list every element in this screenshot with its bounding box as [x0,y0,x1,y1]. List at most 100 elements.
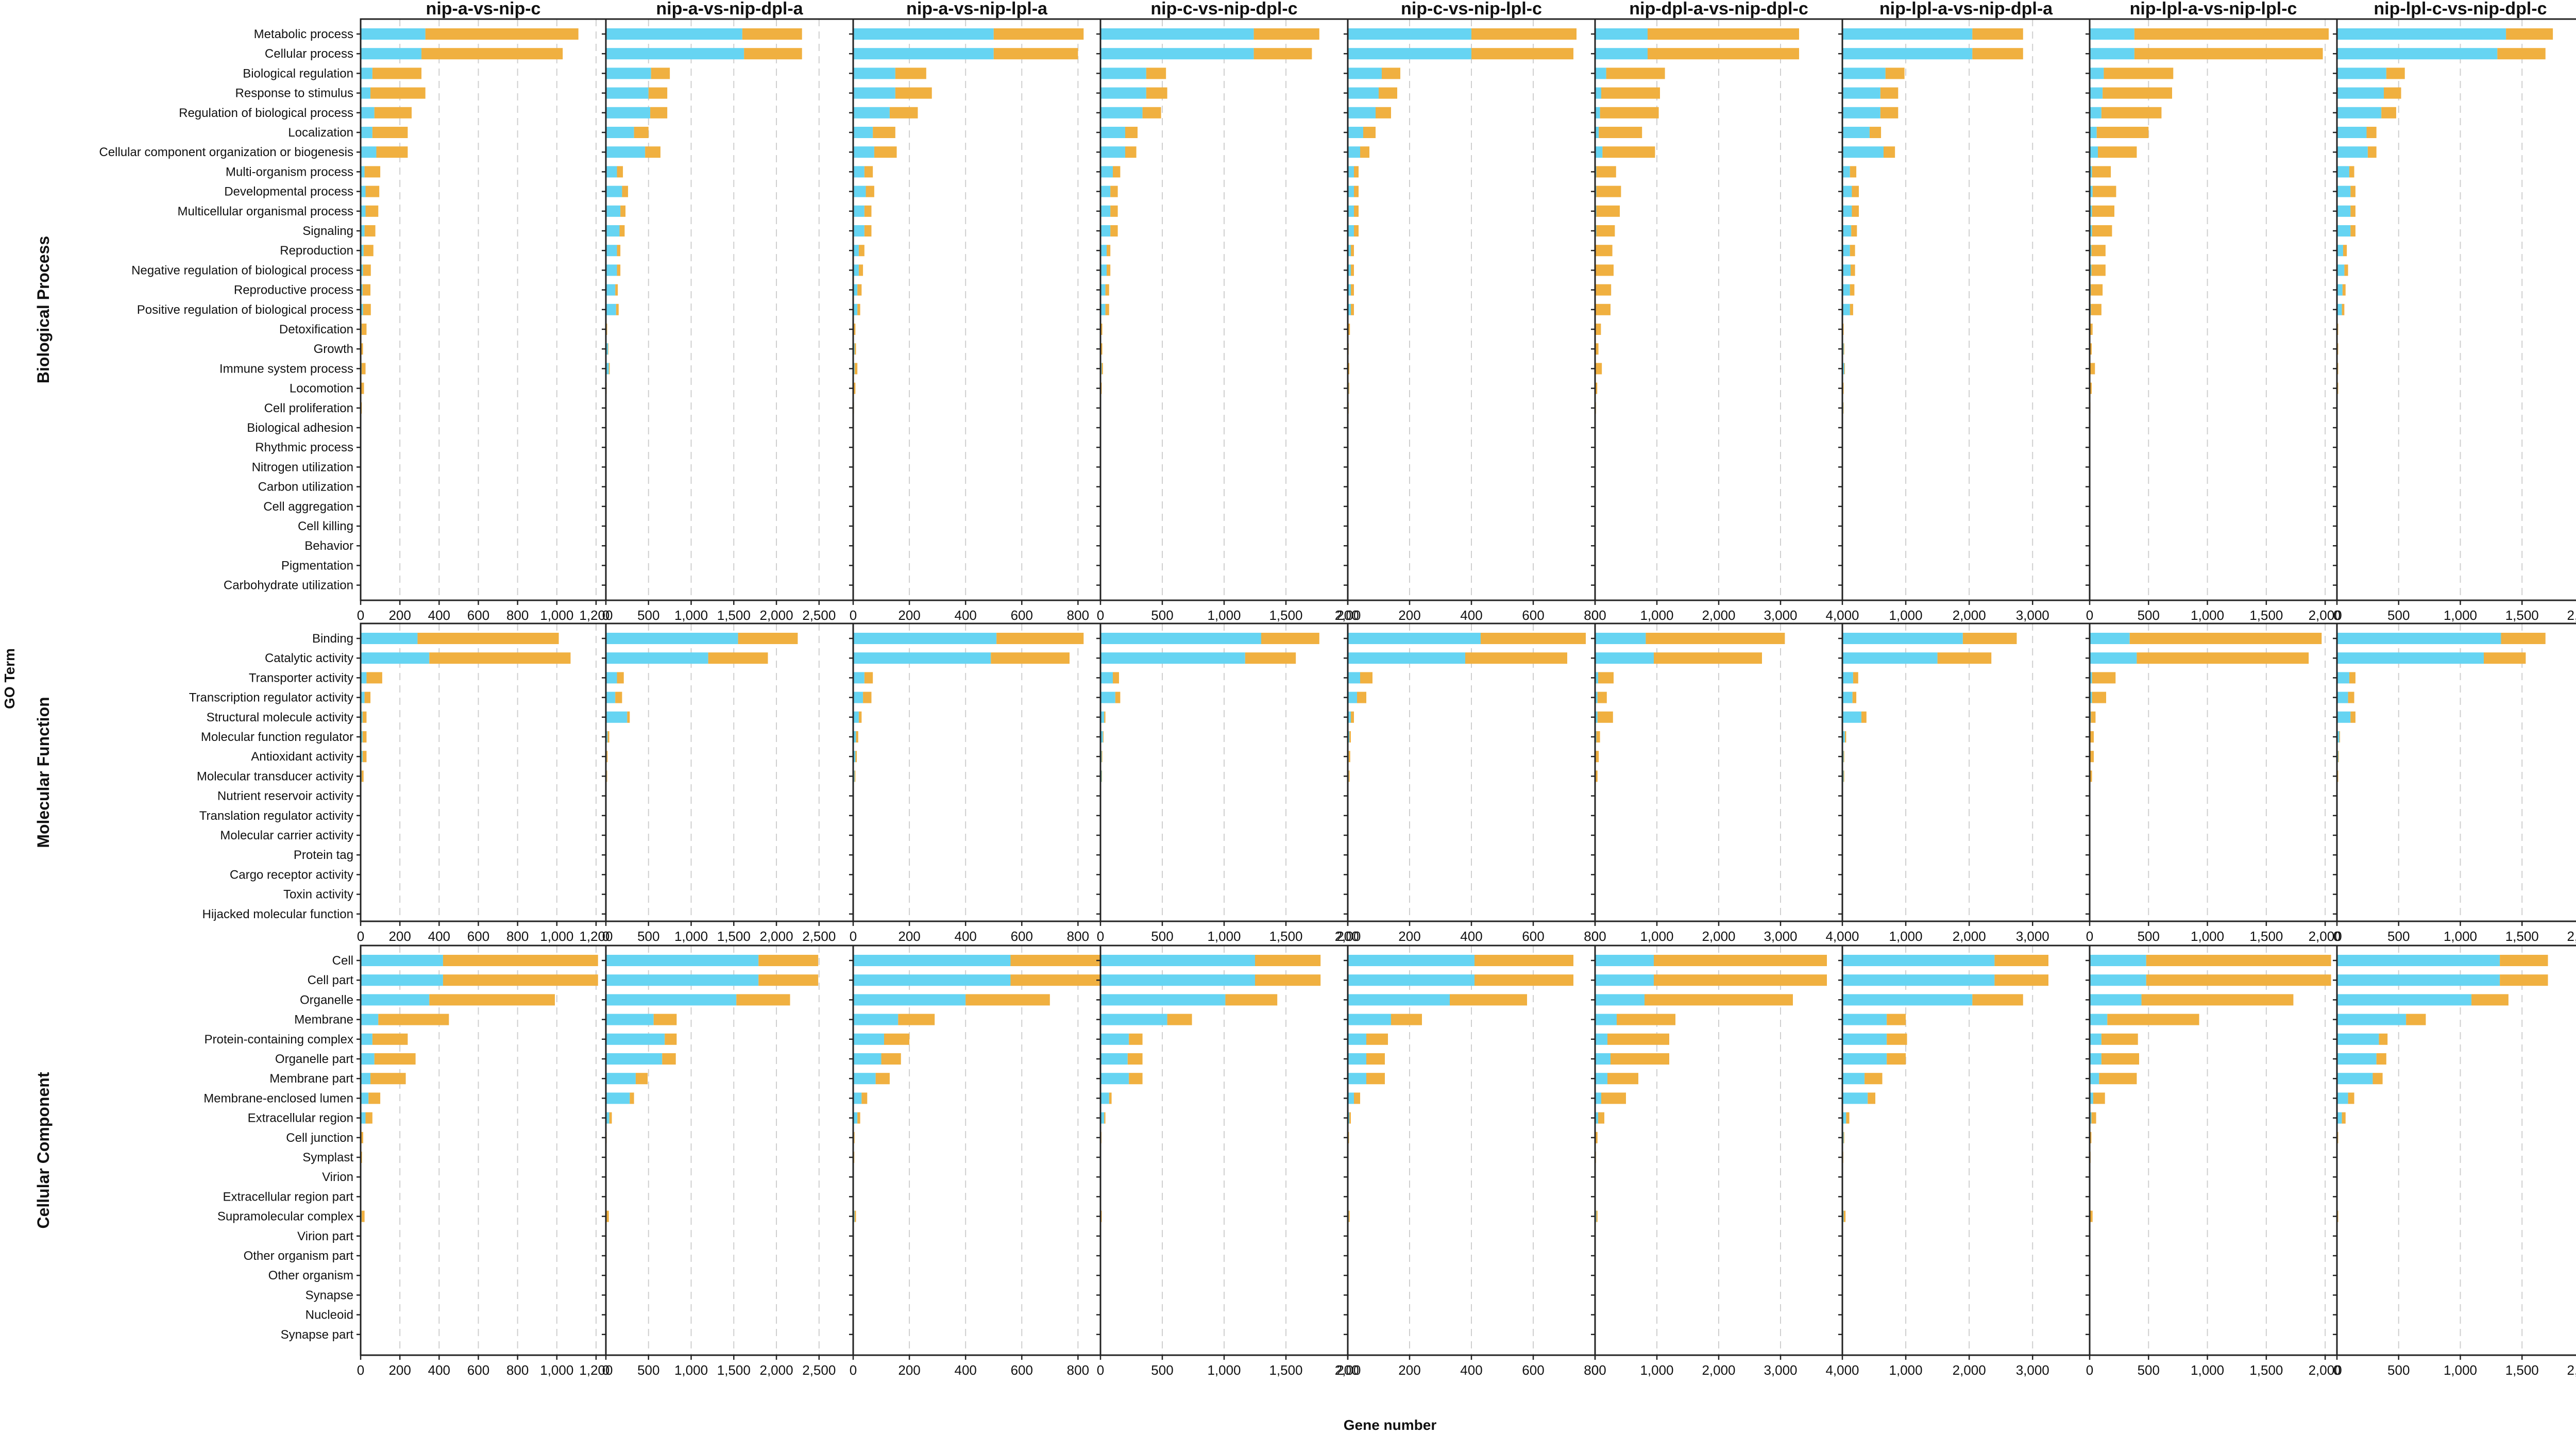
bar-up [2350,205,2355,217]
bar-down [1595,711,1598,723]
bar-up [1602,146,1655,158]
bar-up [965,994,1050,1006]
bar-down [606,731,608,743]
chart-panels: Metabolic process Cellular process Biologi… [99,18,2576,1378]
bar-up [2337,382,2338,394]
bar-up [1601,87,1660,99]
bar-down [1100,974,1255,986]
bar-up [866,185,874,197]
bar-up [2103,87,2172,99]
bar-up [1104,711,1106,723]
bar-down [606,974,759,986]
bar-down [361,1073,371,1085]
bar-up [2137,652,2309,664]
bar-up [854,1210,856,1222]
bar-down [2090,107,2102,119]
bar-up [1146,87,1167,99]
bar-down [1348,107,1376,119]
bar-up [1596,303,1611,315]
bar-up [1351,303,1354,315]
bar-up [2092,691,2106,703]
bar-down [1842,1053,1887,1065]
x-tick-label: 800 [1067,608,1089,623]
bar-up [1597,691,1607,703]
category-label: Membrane-enclosed lumen [204,1091,353,1105]
bar-up [1843,343,1844,355]
x-tick-label: 200 [1398,1362,1420,1378]
bar-down [2337,166,2349,178]
bar-down [1842,1092,1868,1104]
bar-up [665,1033,677,1045]
bar-down [1842,652,1938,664]
bar-down [1100,264,1107,276]
x-tick-label: 600 [1522,929,1544,944]
bar-down [1100,166,1113,178]
bar-up [1611,1053,1669,1065]
category-label: Translation regulator activity [199,809,353,823]
bar-up [1846,1112,1850,1124]
bar-down [606,107,651,119]
bar-up [1596,185,1621,197]
category-label: Rhythmic process [255,441,353,454]
panel: 0 200 400 600 800 [849,622,1101,944]
category-label: Regulation of biological process [179,106,353,120]
bar-down [2090,205,2092,217]
bar-up [854,363,858,375]
x-tick-label: 2,000 [2567,1362,2576,1378]
bar-up [2134,48,2323,60]
bar-down [1100,225,1111,237]
bar-up [1851,225,1857,237]
column-title: nip-lpl-a-vs-nip-lpl-c [2130,0,2297,19]
x-tick-label: 1,500 [2249,929,2283,944]
bar-up [1596,284,1612,296]
x-tick-label: 0 [1591,608,1599,623]
bar-up [2379,1033,2388,1045]
x-tick-label: 1,000 [1207,1362,1241,1378]
bar-up [1481,633,1586,644]
bar-up [417,633,559,644]
column-title: nip-dpl-a-vs-nip-dpl-c [1629,0,1808,19]
bar-up [2342,284,2346,296]
x-tick-label: 200 [388,1362,411,1378]
bar-up [2101,1033,2138,1045]
bar-down [1348,711,1351,723]
x-tick-label: 1,200 [579,1362,613,1378]
panel: 0 500 1,000 1,500 2,00 [1096,944,1361,1378]
bar-up [2506,28,2553,40]
x-tick-label: 0 [602,608,609,623]
panel: 200 200 400 600 800 [1336,622,1606,944]
bar-down [1595,691,1598,703]
bar-down [853,1053,882,1065]
category-label: Extracellular region [248,1111,353,1125]
bar-up [993,28,1084,40]
bar-down [1842,303,1850,315]
panel-frame [2089,622,2338,922]
bar-down [1348,264,1351,276]
bar-up [2134,28,2329,40]
bar-down [2090,245,2092,257]
category-label: Other organism [268,1269,353,1283]
bar-up [364,691,371,703]
bar-down [1348,245,1351,257]
bar-down [1842,672,1853,684]
bar-up [372,1033,408,1045]
bar-down [606,87,649,99]
category-label: Detoxification [279,323,353,336]
x-tick-label: 1,500 [2249,1362,2283,1378]
panel-frame [2336,18,2576,601]
category-label: Reproductive process [234,283,353,297]
category-label: Antioxidant activity [251,750,353,764]
column-titles: nip-a-vs-nip-c nip-a-vs-nip-dpl-a nip-a-vs… [426,0,2547,19]
category-label: Cellular component organization or bioge… [99,145,353,159]
bar-up [620,205,626,217]
bar-up [1349,1112,1351,1124]
bar-down [853,1014,899,1025]
bar-down [2090,264,2092,276]
bar-up [361,1210,365,1222]
bar-up [1850,245,1855,257]
bar-up [634,127,649,138]
bar-up [1101,324,1103,335]
bar-down [2337,1053,2377,1065]
bar-up [884,1033,910,1045]
category-label: Organelle part [275,1052,353,1066]
